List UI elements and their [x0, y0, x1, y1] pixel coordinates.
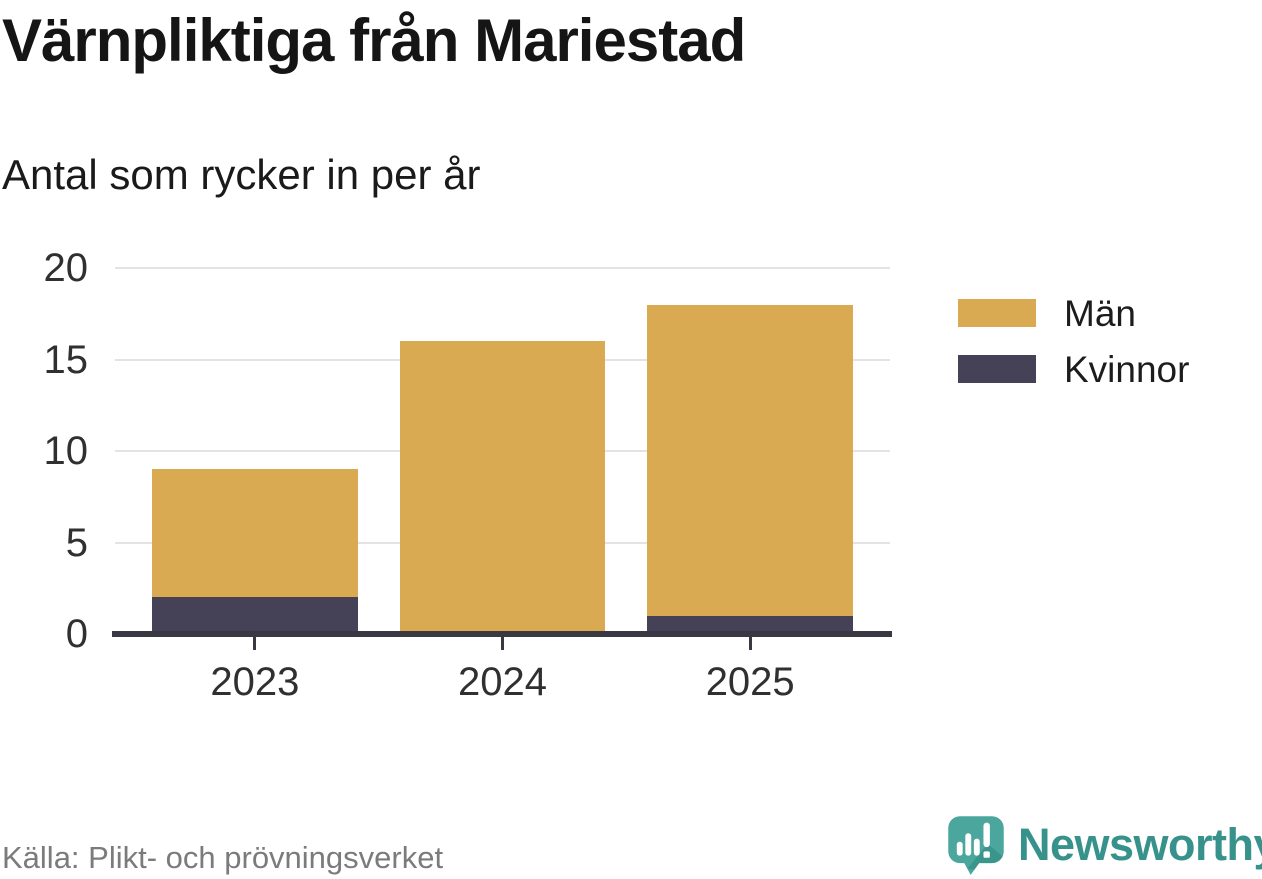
y-tick-label: 15 [43, 337, 89, 382]
legend-label-kvinnor: Kvinnor [1064, 348, 1190, 390]
legend: Män Kvinnor [958, 295, 1189, 411]
x-tick [253, 637, 257, 650]
bar-group-2023: 2023 [152, 268, 358, 704]
x-tick-label: 2025 [705, 660, 795, 704]
y-tick-label: 5 [65, 520, 88, 565]
stacked-bar-2025 [647, 268, 854, 634]
legend-swatch-man [958, 299, 1036, 327]
brand-logo: Newsworthy [944, 814, 1262, 876]
legend-label-man: Män [1064, 292, 1136, 334]
x-axis-line [112, 631, 892, 637]
legend-item-man: Män [958, 295, 1189, 332]
bar-segment-män-2025 [647, 304, 854, 616]
bar-segment-kvinnor-2023 [152, 597, 358, 634]
chart-subtitle: Antal som rycker in per år [2, 151, 481, 198]
gridline [115, 267, 890, 269]
bar-group-2024: 2024 [399, 268, 606, 704]
y-axis: 0 5 10 15 20 [0, 246, 89, 656]
bars: 2023 2024 2025 [115, 268, 890, 704]
x-tick [501, 637, 504, 650]
x-tick-label: 2024 [458, 660, 547, 704]
y-tick-label: 20 [43, 246, 89, 290]
brand-name: Newsworthy [1018, 819, 1262, 870]
source-credit: Källa: Plikt- och prövningsverket [2, 840, 444, 875]
newsworthy-chart-bubble-icon [948, 816, 1004, 875]
stacked-bar-2023 [152, 268, 358, 634]
bar-segment-kvinnor-2025 [647, 615, 854, 634]
y-tick-label: 0 [65, 612, 88, 656]
bar-segment-män-2023 [152, 469, 358, 598]
y-tick-label: 10 [43, 429, 89, 473]
plot-area: 2023 2024 2025 [115, 267, 890, 704]
x-tick-label: 2023 [210, 660, 300, 704]
bar-group-2025: 2025 [647, 268, 854, 704]
legend-item-kvinnor: Kvinnor [958, 351, 1189, 388]
bar-segment-män-2024 [399, 341, 606, 634]
stacked-bar-2024 [399, 268, 606, 634]
chart-title: Värnpliktiga från Mariestad [2, 7, 746, 74]
legend-swatch-kvinnor [958, 355, 1036, 383]
x-tick [748, 637, 752, 650]
